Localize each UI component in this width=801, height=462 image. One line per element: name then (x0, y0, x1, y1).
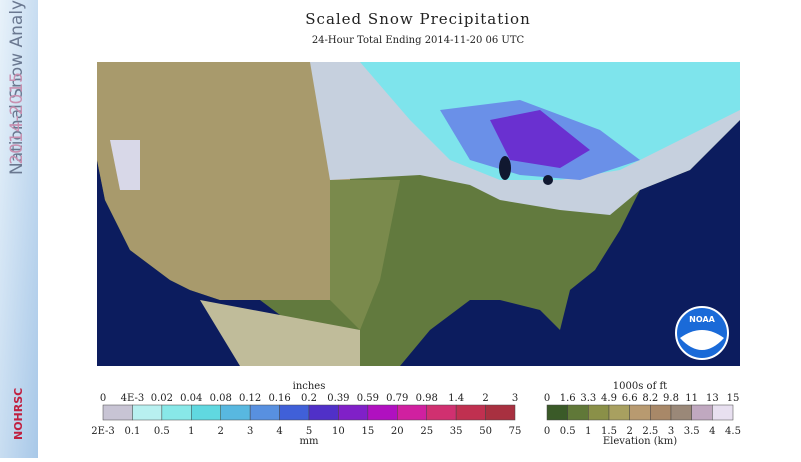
legend-label: 0.04 (180, 393, 202, 404)
legend-label: 2 (482, 393, 488, 404)
legend-label: 0 (544, 393, 550, 404)
legend-swatch (608, 404, 630, 421)
legend-label: 0.98 (416, 393, 438, 404)
legend-label: 4.5 (725, 426, 741, 437)
legend-swatch (161, 404, 192, 421)
legend-swatch (485, 404, 516, 421)
legend-label: 4 (709, 426, 715, 437)
legend-label: 15 (727, 393, 740, 404)
legend-label: 1.4 (448, 393, 464, 404)
legend-swatch (712, 404, 734, 421)
sidebar (0, 0, 38, 458)
legend-swatch (367, 404, 398, 421)
legend-label: 3 (247, 426, 253, 437)
map: NOAA (97, 62, 740, 366)
legend-label: 0.1 (124, 426, 140, 437)
legend-swatch (397, 404, 427, 421)
legend-label: 0.59 (357, 393, 379, 404)
legend-unit: 1000s of ft (613, 381, 667, 392)
legend-label: 0.12 (239, 393, 261, 404)
legend-swatch (629, 404, 651, 421)
legend-swatch (588, 404, 610, 421)
logo: NOAA (689, 315, 715, 324)
legend-label: 3 (512, 393, 518, 404)
legend-swatch (338, 404, 369, 421)
legend-label: 1 (188, 426, 194, 437)
legend-label: 15 (361, 426, 374, 437)
legend-label: 10 (332, 426, 345, 437)
legend-swatch (249, 404, 280, 421)
legend-swatch (670, 404, 692, 421)
legend-label: 0.16 (268, 393, 290, 404)
legend-swatch (567, 404, 589, 421)
legend-label: 0 (544, 426, 550, 437)
legend-label: 0.5 (154, 426, 170, 437)
legend-label: 25 (420, 426, 433, 437)
legend-label: 11 (685, 393, 698, 404)
legend-label: 0.02 (151, 393, 173, 404)
legend-label: 3.5 (684, 426, 700, 437)
legend-label: 2E-3 (91, 426, 115, 437)
legend-swatch (426, 404, 457, 421)
legend-unit: Elevation (km) (603, 436, 677, 447)
subtitle: 24-Hour Total Ending 2014-11-20 06 UTC (312, 35, 525, 46)
legend-label: 6.6 (622, 393, 638, 404)
legend-label: 2 (626, 426, 632, 437)
legend-label: 2.5 (642, 426, 658, 437)
legend-swatch (455, 404, 486, 421)
legend-swatch (102, 404, 133, 421)
sidebar-title: National Snow Analysis (7, 0, 27, 175)
legend-label: 3.3 (580, 393, 596, 404)
legend-label: 35 (450, 426, 463, 437)
legend-swatch (546, 404, 568, 421)
agency: NOHRSC (12, 388, 25, 440)
legend-label: 1.6 (560, 393, 576, 404)
legend-label: 8.2 (642, 393, 658, 404)
legend-label: 0.08 (210, 393, 232, 404)
legend-label: 50 (479, 426, 492, 437)
legend-label: 0.5 (560, 426, 576, 437)
legend-label: 9.8 (663, 393, 679, 404)
legend-label: 1.5 (601, 426, 617, 437)
legend-label: 20 (391, 426, 404, 437)
legend-unit: mm (300, 436, 319, 447)
legend-swatch (650, 404, 672, 421)
legend-swatch (308, 404, 339, 421)
legend-label: 4E-3 (121, 393, 145, 404)
title: Scaled Snow Precipitation (305, 10, 530, 28)
legend-swatch (132, 404, 163, 421)
legend-label: 5 (306, 426, 312, 437)
legend-label: 2 (218, 426, 224, 437)
legend-label: 0.39 (327, 393, 349, 404)
legend-label: 13 (706, 393, 719, 404)
legend-label: 1 (585, 426, 591, 437)
legend-label: 3 (668, 426, 674, 437)
sidebar-years: 2014-2015 (7, 72, 27, 165)
legend-swatch (220, 404, 251, 421)
legend-label: 75 (509, 426, 522, 437)
legend-label: 4.9 (601, 393, 617, 404)
legend-unit: inches (293, 381, 326, 392)
legend-swatch (191, 404, 221, 421)
legend-swatch (279, 404, 310, 421)
legend-swatch (691, 404, 713, 421)
legend-label: 4 (276, 426, 282, 437)
legend-label: 0.79 (386, 393, 408, 404)
legend-label: 0.2 (301, 393, 317, 404)
legend-label: 0 (100, 393, 106, 404)
